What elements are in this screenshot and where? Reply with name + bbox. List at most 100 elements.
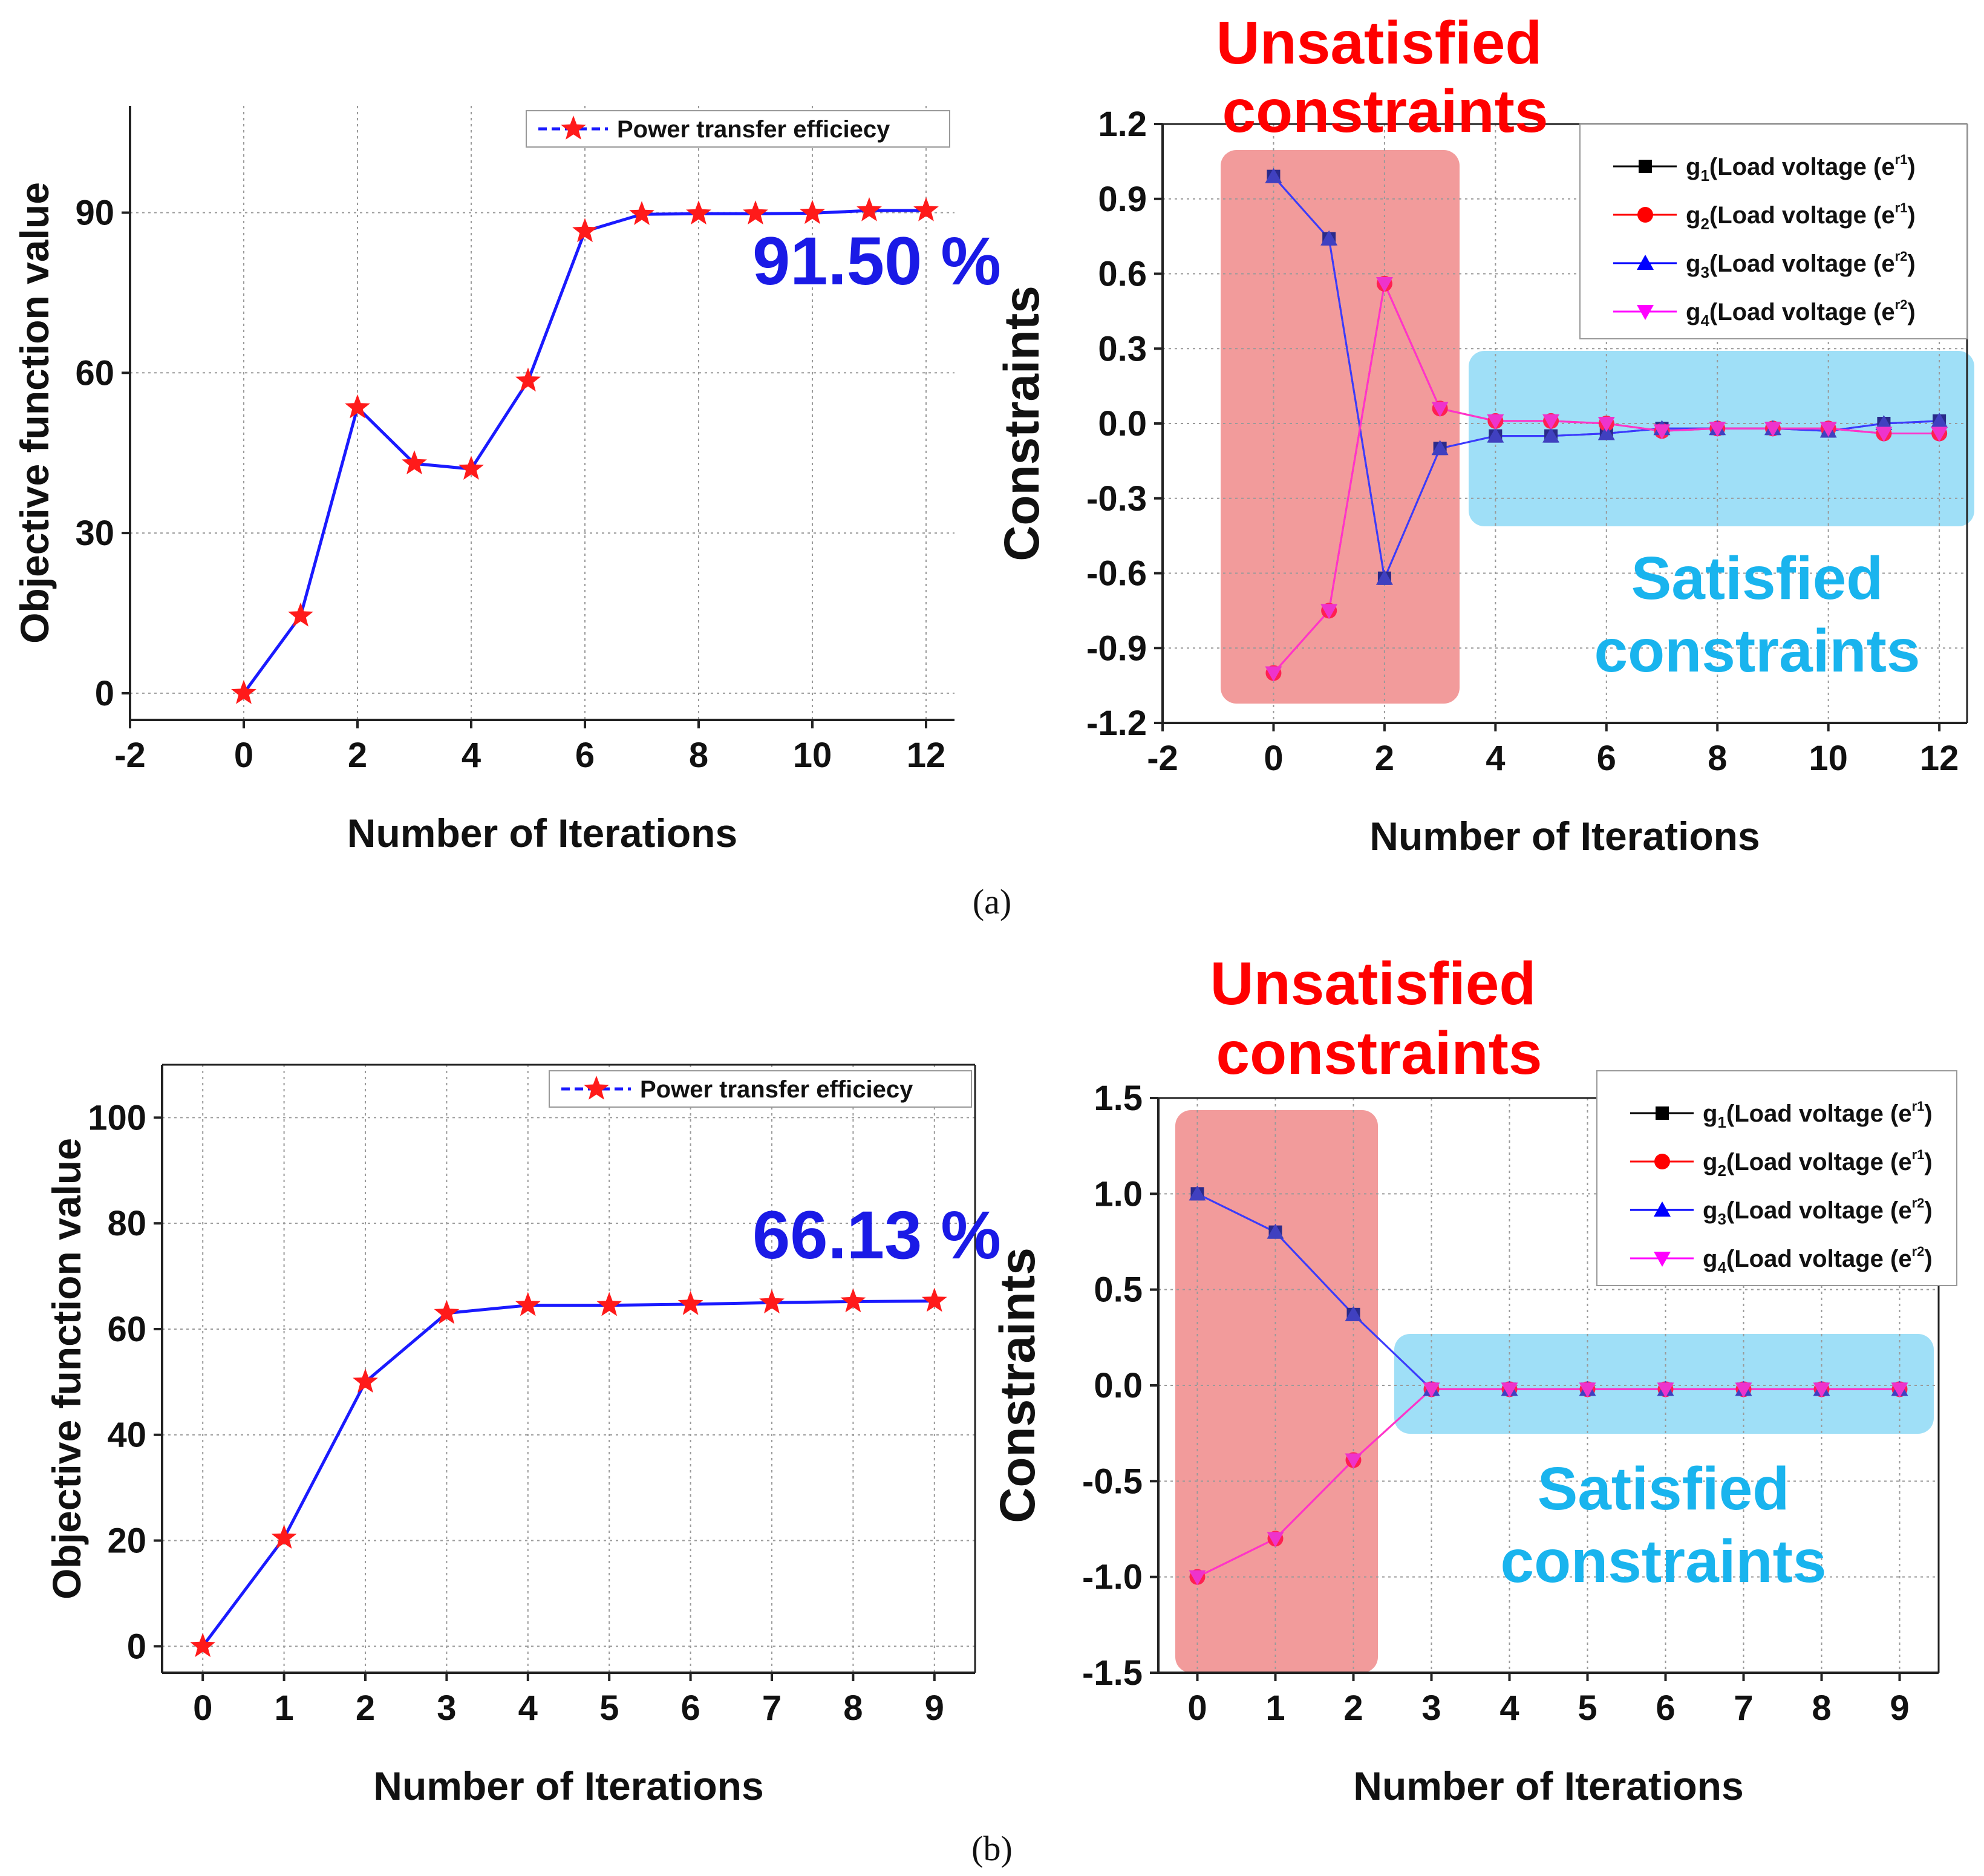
data-point-star xyxy=(840,1288,866,1313)
legend-label-g4: g4(Load voltage (er2) xyxy=(1703,1244,1933,1276)
data-point-g3 xyxy=(1597,425,1615,440)
y-tick-label: 0 xyxy=(127,1627,146,1666)
y-tick-label: 60 xyxy=(107,1310,146,1349)
unsatisfied-label-line1: Unsatisfied xyxy=(1210,950,1536,1018)
legend-marker-g4 xyxy=(1654,1252,1671,1267)
data-point-star xyxy=(402,450,427,475)
data-point-g4 xyxy=(1709,422,1726,437)
y-tick-label: 80 xyxy=(107,1204,146,1243)
x-tick-label: 9 xyxy=(1890,1688,1909,1728)
x-tick-label: 2 xyxy=(1343,1688,1363,1728)
efficiency-annotation: 66.13 % xyxy=(752,1197,1001,1273)
series-line-g4 xyxy=(1196,1388,1900,1578)
x-tick-label: 0 xyxy=(193,1688,212,1728)
data-point-star xyxy=(353,1368,378,1393)
chart-a-constraints: -2 0 2 4 6 8 10 12 1.2 0.9 0.6 0.3 0.0 -0.3 -0.6 -0.9 -1… xyxy=(994,9,1974,858)
x-tick-label: 8 xyxy=(689,736,708,775)
y-tick-label: 0.0 xyxy=(1098,404,1147,443)
data-point-g4 xyxy=(1891,1382,1908,1398)
y-tick-label: -1.0 xyxy=(1082,1558,1143,1597)
satisfied-region xyxy=(1469,351,1974,526)
data-point-star xyxy=(515,1292,541,1316)
x-tick-label: 8 xyxy=(1812,1688,1831,1728)
x-tick-label: 8 xyxy=(1708,739,1727,778)
y-tick-label: -0.5 xyxy=(1082,1462,1143,1501)
x-axis-label: Number of Iterations xyxy=(373,1763,763,1808)
legend-marker-g4 xyxy=(1637,305,1654,320)
x-tick-label: 6 xyxy=(1656,1688,1675,1728)
legend-marker-g1 xyxy=(1639,160,1652,173)
y-axis-label: Objective function value xyxy=(12,182,57,644)
data-point-g4 xyxy=(1813,1382,1830,1398)
data-point-star xyxy=(345,394,370,419)
y-tick-label: -0.6 xyxy=(1086,554,1147,593)
x-tick-label: -2 xyxy=(114,736,146,775)
data-point-g4 xyxy=(1542,414,1560,430)
x-tick-label: 4 xyxy=(462,736,481,775)
data-point-g3 xyxy=(1267,1223,1284,1239)
x-axis-label: Number of Iterations xyxy=(1369,814,1760,858)
data-point-g4 xyxy=(1735,1382,1752,1398)
x-tick-label: 5 xyxy=(1578,1688,1597,1728)
y-tick-label: 1.0 xyxy=(1094,1174,1143,1214)
data-point-star xyxy=(434,1299,460,1324)
data-point-g3 xyxy=(1320,230,1338,246)
data-point-star xyxy=(677,1290,703,1315)
data-point-star xyxy=(231,679,256,704)
y-tick-label: 1.5 xyxy=(1094,1079,1143,1118)
unsatisfied-region xyxy=(1221,150,1460,704)
data-point-g3 xyxy=(1431,440,1449,456)
x-tick-label: 0 xyxy=(234,736,253,775)
legend-marker-g2 xyxy=(1637,207,1653,223)
data-point-g3 xyxy=(1265,168,1282,183)
x-tick-label: -2 xyxy=(1147,739,1178,778)
data-point-star xyxy=(913,197,939,221)
x-tick-label: 2 xyxy=(1375,739,1394,778)
x-tick-label: 12 xyxy=(907,736,946,775)
data-point-star xyxy=(515,367,541,392)
data-point-g3 xyxy=(1542,427,1560,443)
data-point-star xyxy=(759,1289,785,1314)
data-point-g4 xyxy=(1875,427,1893,442)
x-tick-label: 4 xyxy=(1499,1688,1519,1728)
x-tick-label: 10 xyxy=(793,736,832,775)
x-tick-label: 2 xyxy=(356,1688,375,1728)
unsatisfied-label-line1: Unsatisfied xyxy=(1216,9,1542,77)
data-point-g3 xyxy=(1931,412,1948,428)
data-point-star xyxy=(458,456,484,480)
data-point-g3 xyxy=(1487,427,1504,443)
data-point-star xyxy=(743,200,768,225)
data-point-star xyxy=(686,200,711,225)
x-tick-label: 6 xyxy=(680,1688,700,1728)
x-tick-label: 7 xyxy=(762,1688,782,1728)
x-tick-label: 0 xyxy=(1187,1688,1207,1728)
y-tick-label: 0.0 xyxy=(1094,1366,1143,1405)
unsatisfied-region xyxy=(1175,1110,1378,1673)
data-point-g3 xyxy=(1345,1306,1362,1321)
data-point-g4 xyxy=(1653,424,1671,440)
series-line-efficiency xyxy=(201,1299,935,1647)
data-point-g3 xyxy=(1189,1185,1206,1201)
legend-label-g2: g2(Load voltage (er1) xyxy=(1703,1147,1933,1180)
data-point-star xyxy=(190,1633,216,1658)
y-tick-label: -1.5 xyxy=(1082,1653,1143,1693)
y-tick-label: 0.5 xyxy=(1094,1270,1143,1310)
data-point-g4 xyxy=(1345,1453,1362,1469)
legend-label-g1: g1(Load voltage (er1) xyxy=(1686,152,1916,185)
x-axis-label: Number of Iterations xyxy=(1353,1763,1743,1808)
y-axis-label: Constraints xyxy=(994,286,1049,561)
chart-b-objective: 0 1 2 3 4 5 6 7 8 9 0 20 40 60 80 100 Number of Iteratio… xyxy=(44,1064,1001,1808)
y-tick-label: 30 xyxy=(75,514,114,553)
data-point-g4 xyxy=(1265,666,1282,682)
legend-label-g1: g1(Load voltage (er1) xyxy=(1703,1099,1933,1131)
x-tick-label: 12 xyxy=(1920,739,1959,778)
x-tick-label: 7 xyxy=(1734,1688,1753,1728)
data-point-g4 xyxy=(1320,604,1338,619)
satisfied-label-line1: Satisfied xyxy=(1631,544,1884,612)
x-tick-label: 4 xyxy=(518,1688,538,1728)
data-point-star xyxy=(271,1525,297,1549)
y-tick-label: 0.6 xyxy=(1098,255,1147,294)
x-tick-label: 4 xyxy=(1486,739,1505,778)
y-axis-label: Objective function value xyxy=(44,1138,89,1600)
